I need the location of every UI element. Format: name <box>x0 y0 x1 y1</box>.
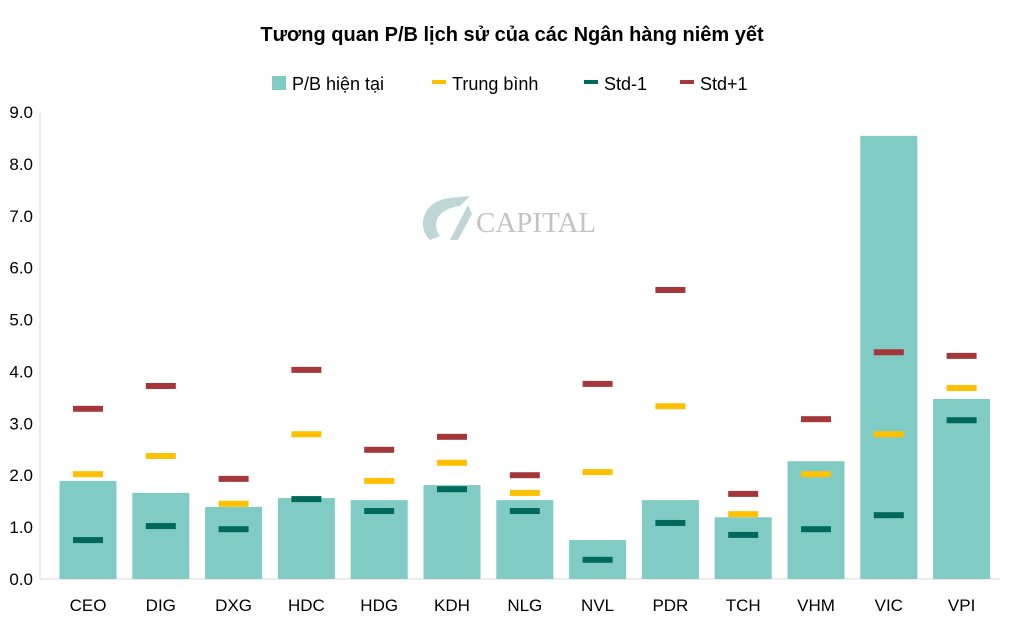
marker-std+1-VPI <box>946 352 977 359</box>
axes: 0.0 1.0 2.0 3.0 4.0 5.0 6.0 7.0 8.0 9.0 CEO DIG DXG H… <box>9 103 1000 615</box>
y-tick-label: 8.0 <box>9 155 33 174</box>
legend-label: Std+1 <box>700 74 748 94</box>
marker-std-1-HDC <box>291 496 322 503</box>
marker-std-1-DXG <box>218 526 249 533</box>
legend-swatch <box>584 80 598 84</box>
marker-trungbnh-TCH <box>728 511 759 518</box>
marker-std+1-TCH <box>728 490 759 497</box>
marker-std-1-NLG <box>509 508 540 515</box>
marker-std-1-DIG <box>145 523 176 530</box>
x-tick-label: NVL <box>581 596 614 615</box>
marker-trungbnh-HDG <box>364 477 395 484</box>
x-tick-label: DXG <box>215 596 252 615</box>
bar-PDR <box>641 500 699 579</box>
x-tick-label: HDC <box>288 596 325 615</box>
y-tick-label: 4.0 <box>9 362 33 381</box>
y-tick-label: 3.0 <box>9 414 33 433</box>
marker-trungbnh-KDH <box>437 459 467 466</box>
x-tick-label: VHM <box>797 596 835 615</box>
x-tick-label: NLG <box>507 596 542 615</box>
x-tick-label: KDH <box>434 596 470 615</box>
x-tick-label: VPI <box>948 596 975 615</box>
marker-std-1-TCH <box>728 531 759 538</box>
legend-swatch <box>272 76 286 90</box>
marker-trungbnh-DIG <box>145 453 176 460</box>
bar-VPI <box>933 398 991 579</box>
y-tick-label: 1.0 <box>9 518 33 537</box>
y-tick-label: 9.0 <box>9 103 33 122</box>
marks <box>59 135 991 579</box>
bar-DIG <box>132 492 190 579</box>
legend-swatch <box>680 80 694 84</box>
marker-std-1-PDR <box>655 519 686 526</box>
marker-std+1-DXG <box>218 475 249 482</box>
marker-std-1-VIC <box>873 512 904 519</box>
marker-std+1-PDR <box>655 286 686 293</box>
marker-std-1-VPI <box>946 417 977 424</box>
marker-std-1-KDH <box>437 486 467 493</box>
legend-label: Std-1 <box>604 74 647 94</box>
marker-trungbnh-DXG <box>218 500 249 507</box>
bar-TCH <box>714 517 772 579</box>
x-tick-label: TCH <box>726 596 761 615</box>
legend-swatch <box>432 80 446 84</box>
x-tick-label: HDG <box>360 596 398 615</box>
marker-std+1-CEO <box>73 405 103 412</box>
x-tick-label: PDR <box>652 596 688 615</box>
marker-trungbnh-VHM <box>801 471 831 478</box>
watermark-logo: CAPITAL <box>422 196 596 240</box>
marker-trungbnh-HDC <box>291 431 322 438</box>
marker-std+1-HDG <box>364 446 395 453</box>
marker-std+1-VHM <box>801 416 831 423</box>
marker-std+1-NVL <box>582 380 613 387</box>
legend: P/B hiện tại Trung bình Std-1 Std+1 <box>272 74 748 94</box>
y-tick-label: 6.0 <box>9 259 33 278</box>
bar-DXG <box>205 506 263 579</box>
marker-std-1-HDG <box>364 508 395 515</box>
bar-VIC <box>860 135 918 579</box>
marker-trungbnh-VPI <box>946 385 977 392</box>
marker-std+1-VIC <box>873 349 904 356</box>
y-tick-label: 0.0 <box>9 570 33 589</box>
marker-std+1-HDC <box>291 366 322 373</box>
bar-CEO <box>59 480 117 579</box>
y-tick-label: 2.0 <box>9 466 33 485</box>
legend-label: Trung bình <box>452 74 538 94</box>
x-tick-label: VIC <box>875 596 903 615</box>
marker-std-1-CEO <box>73 537 103 544</box>
marker-trungbnh-CEO <box>73 471 103 478</box>
marker-trungbnh-NVL <box>582 469 613 476</box>
legend-label: P/B hiện tại <box>292 74 384 94</box>
chart-title: Tương quan P/B lịch sử của các Ngân hàng… <box>260 24 764 46</box>
bar-HDC <box>277 498 335 579</box>
marker-std-1-VHM <box>801 526 831 533</box>
x-tick-label: DIG <box>146 596 176 615</box>
marker-std-1-NVL <box>582 556 613 563</box>
marker-trungbnh-PDR <box>655 403 686 410</box>
bar-VHM <box>787 461 845 579</box>
svg-text:CAPITAL: CAPITAL <box>476 207 596 239</box>
marker-std+1-DIG <box>145 382 176 389</box>
x-tick-label: CEO <box>70 596 107 615</box>
marker-std+1-NLG <box>509 472 540 479</box>
y-tick-label: 5.0 <box>9 311 33 330</box>
marker-std+1-KDH <box>437 433 467 440</box>
marker-trungbnh-VIC <box>873 431 904 438</box>
marker-trungbnh-NLG <box>509 489 540 496</box>
y-tick-label: 7.0 <box>9 207 33 226</box>
bar-KDH <box>423 485 481 579</box>
